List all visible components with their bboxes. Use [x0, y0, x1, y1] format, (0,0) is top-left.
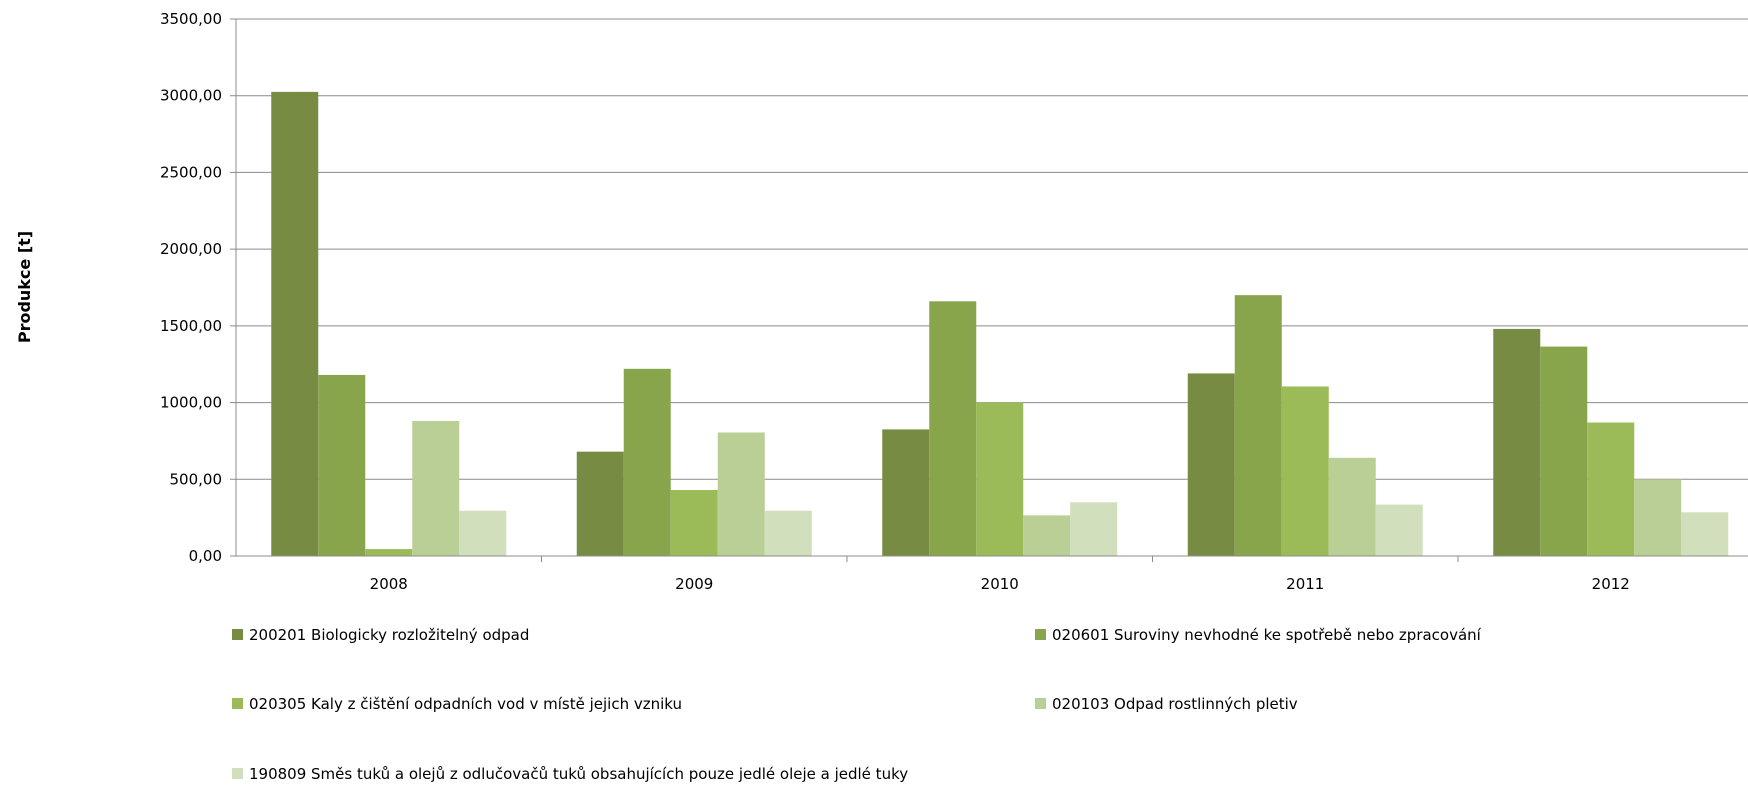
legend-label: 020305 Kaly z čištění odpadních vod v mí…: [249, 695, 682, 713]
bar: [576, 451, 624, 556]
y-tick-label: 2500,00: [160, 163, 222, 181]
legend-label: 020103 Odpad rostlinných pletiv: [1052, 695, 1298, 713]
legend-label: 200201 Biologicky rozložitelný odpad: [249, 626, 529, 644]
legend-swatch: [232, 698, 243, 709]
x-category-label: 2008: [370, 575, 408, 593]
bar: [412, 420, 460, 556]
bar: [764, 510, 812, 556]
x-category-label: 2009: [675, 575, 713, 593]
bar: [1234, 295, 1282, 556]
bar: [1540, 346, 1588, 556]
y-tick-label: 0,00: [189, 547, 222, 565]
y-axis-title: Produkce [t]: [15, 231, 34, 343]
bar: [1587, 422, 1635, 556]
y-tick-label: 2000,00: [160, 240, 222, 258]
y-tick-label: 1500,00: [160, 317, 222, 335]
bar: [717, 432, 765, 556]
legend-swatch: [232, 768, 243, 779]
bar: [1634, 479, 1682, 556]
y-axis-ticks: 0,00 500,00 1000,00 1500,00 2000,00 2500,00 30…: [160, 10, 236, 565]
legend: 200201 Biologicky rozložitelný odpad 0206…: [232, 626, 1482, 783]
bar: [459, 510, 507, 556]
bar: [1328, 457, 1376, 556]
bar: [1681, 512, 1729, 556]
bar: [1023, 515, 1071, 556]
gridlines: [236, 18, 1748, 480]
bar: [623, 368, 671, 556]
bar: [271, 91, 319, 556]
legend-swatch: [232, 629, 243, 640]
bar: [1493, 328, 1541, 556]
bar: [1187, 373, 1235, 556]
bar: [929, 301, 977, 556]
bar: [976, 402, 1024, 556]
legend-swatch: [1035, 629, 1046, 640]
bar: [1281, 386, 1329, 556]
x-axis-categories: 2008 2009 2010 2011 2012: [370, 575, 1630, 593]
bar: [365, 549, 413, 556]
x-category-label: 2011: [1286, 575, 1324, 593]
bar: [1070, 502, 1118, 556]
legend-swatch: [1035, 698, 1046, 709]
x-category-label: 2012: [1592, 575, 1630, 593]
y-tick-label: 3000,00: [160, 87, 222, 105]
bar: [882, 429, 930, 556]
y-tick-label: 500,00: [170, 470, 223, 488]
bar: [670, 490, 718, 556]
bars: [271, 91, 1729, 556]
y-tick-label: 3500,00: [160, 10, 222, 28]
legend-label: 190809 Směs tuků a olejů z odlučovačů tu…: [249, 765, 908, 783]
legend-label: 020601 Suroviny nevhodné ke spotřebě neb…: [1052, 626, 1482, 644]
axes: [235, 19, 1748, 562]
bar: [1375, 504, 1423, 556]
x-category-label: 2010: [981, 575, 1019, 593]
bar: [318, 374, 366, 556]
y-tick-label: 1000,00: [160, 394, 222, 412]
